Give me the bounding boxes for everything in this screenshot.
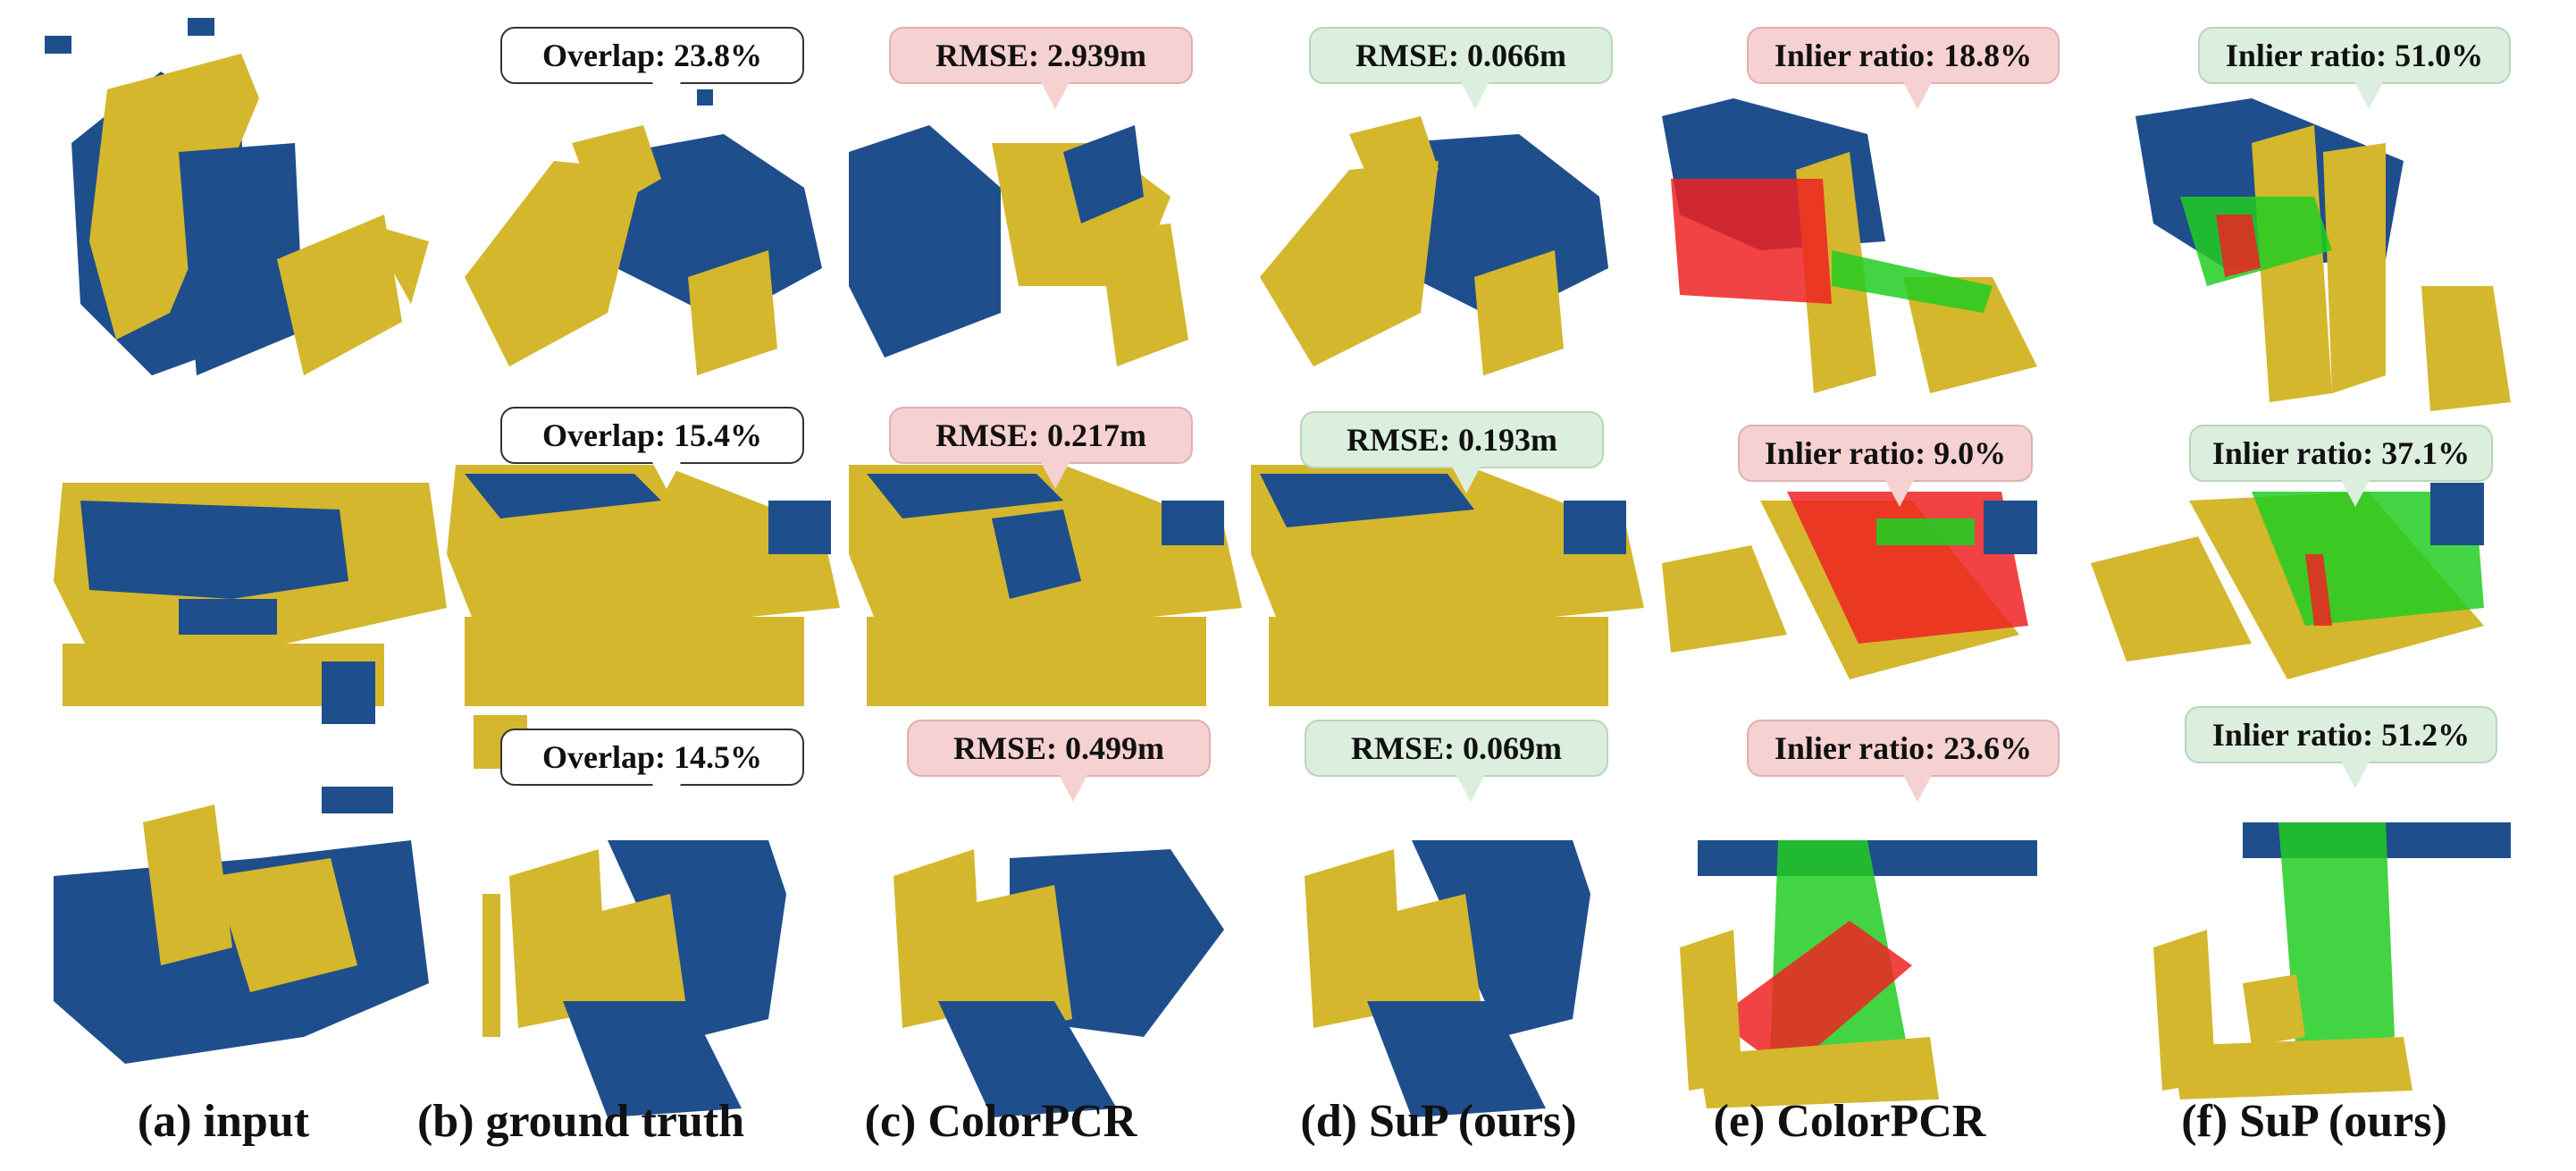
- row1-input-pointcloud: [36, 18, 447, 375]
- row1-sup-registration: [1233, 18, 1644, 375]
- row3-input-pointcloud: [36, 769, 447, 1126]
- row3-rmse-sup-text: RMSE: 0.069m: [1351, 730, 1562, 766]
- row3-inlier-colorpcr-text: Inlier ratio: 23.6%: [1774, 730, 2033, 766]
- row1-inlier-colorpcr-text: Inlier ratio: 18.8%: [1774, 38, 2033, 73]
- callout-tail: [1461, 82, 1489, 109]
- row3-sup-correspondences: [2118, 769, 2529, 1126]
- row3-overlap-callout: Overlap: 14.5%: [500, 729, 804, 811]
- row3-rmse-sup-callout: RMSE: 0.069m: [1305, 720, 1608, 802]
- callout-tail: [1041, 462, 1070, 489]
- callout-tail: [1903, 82, 1932, 109]
- row2-inlier-colorpcr-text: Inlier ratio: 9.0%: [1764, 435, 2007, 471]
- caption-colorpcr-correspondences: (e) ColorPCR: [1713, 1096, 1986, 1147]
- row2-rmse-sup-callout: RMSE: 0.193m: [1300, 411, 1604, 493]
- row1-inlier-sup-text: Inlier ratio: 51.0%: [2225, 38, 2484, 73]
- callout-tail: [2341, 480, 2370, 507]
- callout-tail: [1903, 775, 1932, 802]
- row1-colorpcr-correspondences: [1644, 18, 2055, 393]
- row2-rmse-colorpcr-callout: RMSE: 0.217m: [889, 407, 1193, 489]
- row3-inlier-sup-text: Inlier ratio: 51.2%: [2211, 717, 2471, 753]
- row2-overlap-callout: Overlap: 15.4%: [500, 407, 804, 489]
- callout-tail: [1059, 775, 1087, 802]
- row3-colorpcr-correspondences: [1644, 769, 2055, 1126]
- caption-sup-registration: (d) SuP (ours): [1300, 1096, 1577, 1147]
- row2-overlap-text: Overlap: 15.4%: [542, 417, 762, 453]
- row3-rmse-colorpcr-callout: RMSE: 0.499m: [907, 720, 1211, 802]
- row2-inlier-colorpcr-callout: Inlier ratio: 9.0%: [1738, 425, 2033, 507]
- row2-rmse-colorpcr-text: RMSE: 0.217m: [936, 417, 1146, 453]
- row2-input-pointcloud: [36, 447, 447, 805]
- row1-rmse-colorpcr-callout: RMSE: 2.939m: [889, 27, 1193, 109]
- caption-input: (a) input: [137, 1096, 310, 1147]
- row1-sup-correspondences: [2118, 18, 2529, 411]
- row3-colorpcr-registration: [831, 769, 1242, 1126]
- row1-rmse-sup-callout: RMSE: 0.066m: [1309, 27, 1613, 109]
- callout-tail: [2341, 762, 2370, 788]
- row2-sup-registration: [1233, 447, 1644, 805]
- callout-tail: [652, 462, 681, 489]
- caption-ground-truth: (b) ground truth: [416, 1096, 744, 1147]
- row1-inlier-colorpcr-callout: Inlier ratio: 18.8%: [1747, 27, 2060, 109]
- callout-tail: [1885, 480, 1914, 507]
- row1-rmse-sup-text: RMSE: 0.066m: [1355, 38, 1566, 73]
- row3-inlier-sup-callout: Inlier ratio: 51.2%: [2185, 706, 2497, 788]
- row1-rmse-colorpcr-text: RMSE: 2.939m: [936, 38, 1146, 73]
- callout-tail: [1452, 467, 1481, 493]
- caption-sup-correspondences: (f) SuP (ours): [2181, 1096, 2447, 1147]
- row2-inlier-sup-text: Inlier ratio: 37.1%: [2211, 435, 2471, 471]
- row2-sup-correspondences: [2073, 447, 2484, 805]
- row1-inlier-sup-callout: Inlier ratio: 51.0%: [2198, 27, 2511, 109]
- row1-overlap-text: Overlap: 23.8%: [542, 38, 762, 73]
- row1-ground-truth-pointcloud: [429, 18, 840, 375]
- callout-tail: [652, 784, 681, 811]
- row2-rmse-sup-text: RMSE: 0.193m: [1347, 422, 1557, 458]
- caption-colorpcr-registration: (c) ColorPCR: [864, 1096, 1137, 1147]
- row2-colorpcr-registration: [831, 447, 1242, 805]
- row1-overlap-callout: Overlap: 23.8%: [500, 27, 804, 109]
- row3-sup-registration: [1233, 769, 1644, 1126]
- callout-tail: [2354, 82, 2383, 109]
- row3-inlier-colorpcr-callout: Inlier ratio: 23.6%: [1747, 720, 2060, 802]
- row3-ground-truth-pointcloud: [429, 769, 840, 1126]
- row1-colorpcr-registration: [831, 18, 1242, 375]
- row2-colorpcr-correspondences: [1644, 447, 2055, 805]
- row3-overlap-text: Overlap: 14.5%: [542, 739, 762, 775]
- callout-tail: [1041, 82, 1070, 109]
- row2-ground-truth-pointcloud: [429, 447, 840, 805]
- callout-tail: [1456, 775, 1485, 802]
- callout-tail: [652, 82, 681, 109]
- row3-rmse-colorpcr-text: RMSE: 0.499m: [953, 730, 1164, 766]
- row2-inlier-sup-callout: Inlier ratio: 37.1%: [2189, 425, 2493, 507]
